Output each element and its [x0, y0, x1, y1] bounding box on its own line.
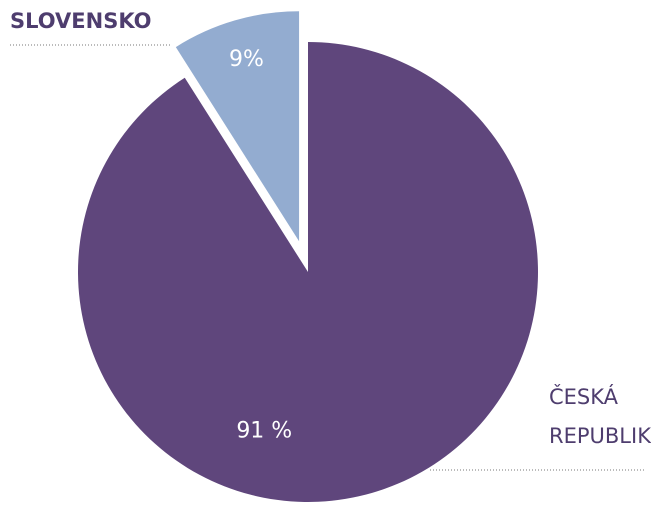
- pie-slice: [175, 11, 300, 242]
- value-label: 9%: [229, 47, 264, 72]
- pie-slice: [77, 42, 539, 503]
- value-label: 91 %: [236, 419, 292, 444]
- category-label: ČESKÁ REPUBLIKA: [549, 385, 651, 448]
- category-label: SLOVENSKO: [10, 9, 152, 33]
